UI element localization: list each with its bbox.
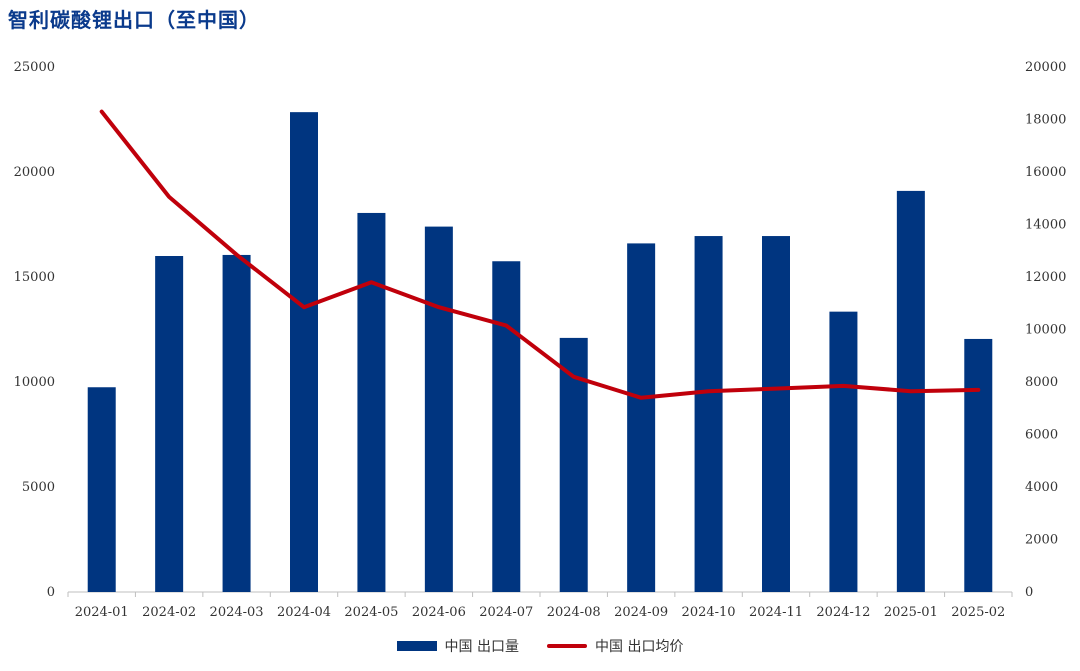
legend-swatch-volume	[396, 641, 437, 651]
y-right-tick-label: 10000	[1025, 323, 1066, 338]
y-right-tick-label: 16000	[1025, 165, 1066, 180]
bar	[627, 243, 656, 592]
bar	[357, 212, 386, 592]
x-tick-label: 2024-01	[75, 605, 129, 620]
x-tick-label: 2025-01	[884, 605, 938, 620]
x-tick-label: 2025-02	[951, 605, 1005, 620]
y-right-tick-label: 20000	[1025, 60, 1066, 75]
x-tick-label: 2024-04	[277, 605, 331, 620]
y-left-tick-label: 5000	[22, 480, 55, 495]
chart-title: 智利碳酸锂出口（至中国）	[8, 8, 260, 32]
y-left-tick-label: 20000	[14, 165, 55, 180]
y-right-tick-label: 6000	[1025, 428, 1058, 443]
bar	[222, 254, 251, 592]
legend-item-price: 中国 出口均价	[547, 636, 683, 656]
legend-item-volume: 中国 出口量	[396, 636, 519, 656]
bar	[87, 387, 116, 592]
legend-label-price: 中国 出口均价	[595, 639, 684, 655]
y-right-tick-label: 2000	[1025, 533, 1058, 548]
x-tick-label: 2024-10	[682, 605, 736, 620]
y-right-tick-label: 0	[1025, 585, 1033, 600]
y-left-tick-label: 25000	[14, 60, 55, 75]
x-tick-label: 2024-02	[142, 605, 196, 620]
legend-swatch-price	[547, 644, 587, 648]
bar	[694, 236, 723, 593]
x-tick-label: 2024-03	[210, 605, 264, 620]
chart-legend: 中国 出口量 中国 出口均价	[0, 636, 1080, 656]
x-tick-label: 2024-05	[344, 605, 398, 620]
x-tick-label: 2024-08	[547, 605, 601, 620]
bar	[964, 338, 993, 592]
bar	[492, 261, 521, 592]
y-right-tick-label: 14000	[1025, 218, 1066, 233]
y-right-tick-label: 18000	[1025, 113, 1066, 128]
legend-label-volume: 中国 出口量	[444, 639, 519, 655]
x-tick-label: 2024-06	[412, 605, 466, 620]
bar	[155, 256, 184, 592]
bar	[829, 311, 858, 592]
y-left-tick-label: 10000	[14, 375, 55, 390]
x-tick-label: 2024-09	[614, 605, 668, 620]
price-line	[99, 109, 981, 400]
y-right-tick-label: 12000	[1025, 270, 1066, 285]
y-right-tick-label: 8000	[1025, 375, 1058, 390]
bar	[762, 236, 790, 593]
bar	[290, 112, 318, 593]
x-tick-label: 2024-12	[816, 605, 870, 620]
x-tick-label: 2024-07	[479, 605, 533, 620]
bar	[424, 226, 453, 592]
y-left-tick-label: 15000	[14, 270, 55, 285]
y-left-tick-label: 0	[47, 585, 55, 600]
x-tick-label: 2024-11	[749, 605, 803, 620]
y-right-tick-label: 4000	[1025, 480, 1058, 495]
